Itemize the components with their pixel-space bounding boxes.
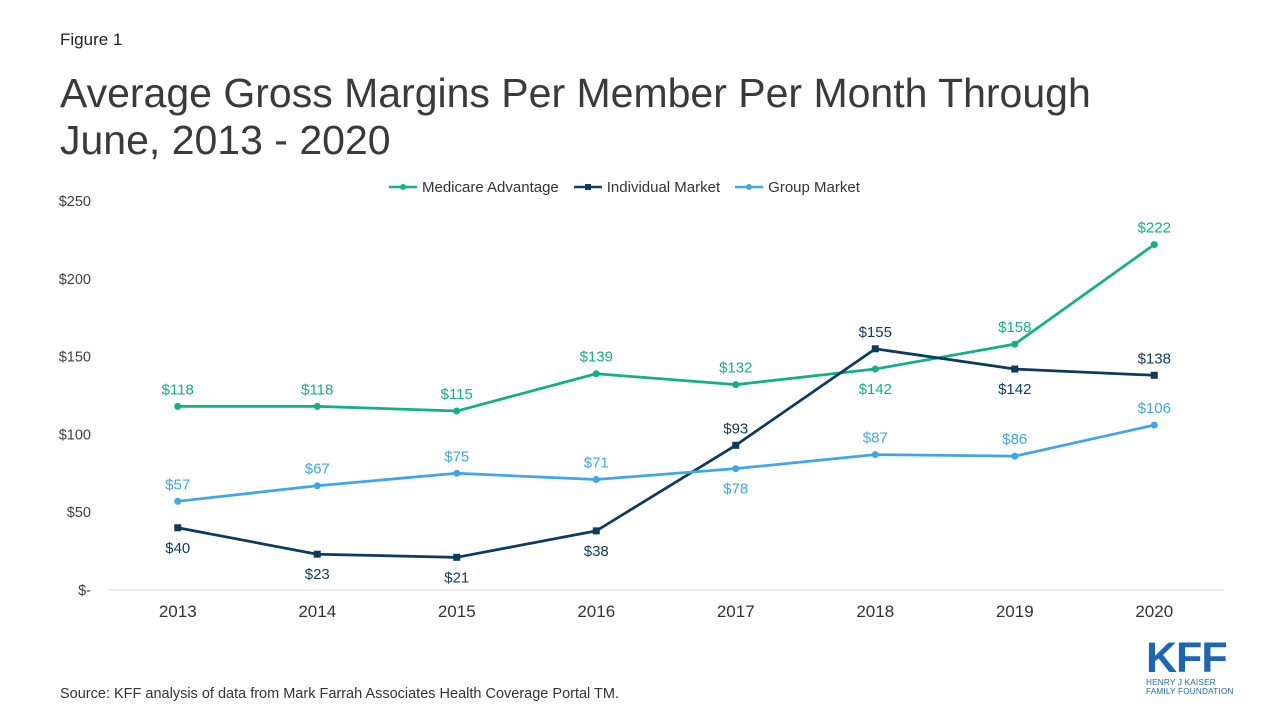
data-point-individual-market <box>871 345 879 353</box>
data-label-medicare-advantage: $142 <box>859 381 892 398</box>
data-point-group-market <box>732 465 740 473</box>
data-point-medicare-advantage <box>592 370 600 378</box>
logo-line2: FAMILY FOUNDATION <box>1146 687 1234 696</box>
data-label-medicare-advantage: $118 <box>162 381 194 398</box>
y-tick-label: $150 <box>59 350 91 366</box>
y-tick-label: $100 <box>59 427 91 443</box>
series-line-group-market <box>177 423 1155 503</box>
x-tick-label: 2013 <box>159 602 197 621</box>
y-tick-label: $- <box>78 583 91 599</box>
x-tick-label: 2020 <box>1135 602 1173 621</box>
data-label-group-market: $71 <box>584 455 609 472</box>
data-label-medicare-advantage: $222 <box>1138 220 1171 237</box>
data-label-individual-market: $155 <box>859 324 892 341</box>
data-label-group-market: $78 <box>723 481 748 498</box>
x-tick-label: 2019 <box>996 602 1034 621</box>
data-point-individual-market <box>313 550 321 558</box>
data-point-individual-market <box>174 524 182 532</box>
legend-label-medicare-advantage: Medicare Advantage <box>422 178 559 196</box>
data-label-group-market: $87 <box>863 430 888 447</box>
data-label-group-market: $67 <box>305 461 330 478</box>
kff-logo: KFF HENRY J KAISER FAMILY FOUNDATION <box>1146 634 1236 698</box>
data-label-medicare-advantage: $115 <box>441 386 473 403</box>
legend-label-individual-market: Individual Market <box>606 178 721 196</box>
y-tick-label: $50 <box>67 505 91 521</box>
series-line-medicare-advantage <box>177 243 1156 413</box>
data-point-individual-market <box>1150 371 1158 379</box>
data-point-medicare-advantage <box>732 381 740 389</box>
x-tick-label: 2015 <box>438 602 476 621</box>
data-label-individual-market: $40 <box>165 540 190 557</box>
x-tick-label: 2014 <box>298 602 336 621</box>
data-label-medicare-advantage: $158 <box>998 319 1031 336</box>
data-point-medicare-advantage <box>1150 241 1158 249</box>
data-label-medicare-advantage: $118 <box>301 381 333 398</box>
figure-label: Figure 1 <box>60 30 123 49</box>
x-tick-label: 2016 <box>577 602 615 621</box>
data-point-group-market <box>592 476 600 484</box>
data-label-group-market: $75 <box>444 448 469 465</box>
source-note: Source: KFF analysis of data from Mark F… <box>60 686 620 702</box>
data-point-individual-market <box>1011 365 1019 373</box>
legend-swatch-individual-market <box>573 184 602 190</box>
legend-item-individual-market: Individual Market <box>573 179 720 196</box>
data-label-individual-market: $142 <box>998 381 1031 398</box>
y-tick-label: $250 <box>59 194 91 210</box>
data-label-individual-market: $93 <box>723 420 748 437</box>
data-point-group-market <box>313 482 321 490</box>
data-point-group-market <box>1150 421 1158 429</box>
legend-swatch-group-market <box>735 184 764 190</box>
data-point-individual-market <box>732 441 740 449</box>
chart-title-line1: Average Gross Margins Per Member Per Mon… <box>60 70 1091 116</box>
data-label-medicare-advantage: $139 <box>580 349 613 366</box>
logo-line1: HENRY J KAISER <box>1146 678 1216 687</box>
legend-item-medicare-advantage: Medicare Advantage <box>388 179 559 196</box>
data-point-medicare-advantage <box>174 402 182 410</box>
data-point-medicare-advantage <box>453 407 461 415</box>
data-label-group-market: $57 <box>165 476 190 493</box>
data-label-medicare-advantage: $132 <box>719 360 752 377</box>
data-point-group-market <box>453 469 461 477</box>
data-label-group-market: $106 <box>1138 400 1171 417</box>
x-tick-label: 2018 <box>856 602 894 621</box>
series-line-individual-market <box>177 347 1155 559</box>
legend-swatch-medicare-advantage <box>389 184 417 190</box>
chart-title-line2: June, 2013 - 2020 <box>60 117 391 163</box>
data-point-group-market <box>174 497 182 505</box>
data-label-individual-market: $23 <box>305 566 330 583</box>
data-point-medicare-advantage <box>313 402 321 410</box>
chart-legend: Medicare Advantage Individual Market Gro… <box>388 178 874 196</box>
data-label-group-market: $86 <box>1002 431 1027 448</box>
legend-item-group-market: Group Market <box>734 179 860 196</box>
legend-label-group-market: Group Market <box>768 178 860 196</box>
data-label-individual-market: $38 <box>584 543 609 560</box>
x-tick-label: 2017 <box>717 602 755 621</box>
y-tick-label: $200 <box>59 272 91 288</box>
data-point-medicare-advantage <box>1011 340 1019 348</box>
data-point-group-market <box>871 451 879 459</box>
data-point-individual-market <box>592 527 600 535</box>
logo-mark: KFF <box>1146 634 1228 682</box>
chart-title: Average Gross Margins Per Member Per Mon… <box>60 70 1180 164</box>
data-label-individual-market: $21 <box>444 569 469 586</box>
data-point-individual-market <box>453 553 461 561</box>
data-label-individual-market: $138 <box>1138 350 1171 367</box>
data-point-group-market <box>1011 452 1019 460</box>
data-point-medicare-advantage <box>871 365 879 373</box>
